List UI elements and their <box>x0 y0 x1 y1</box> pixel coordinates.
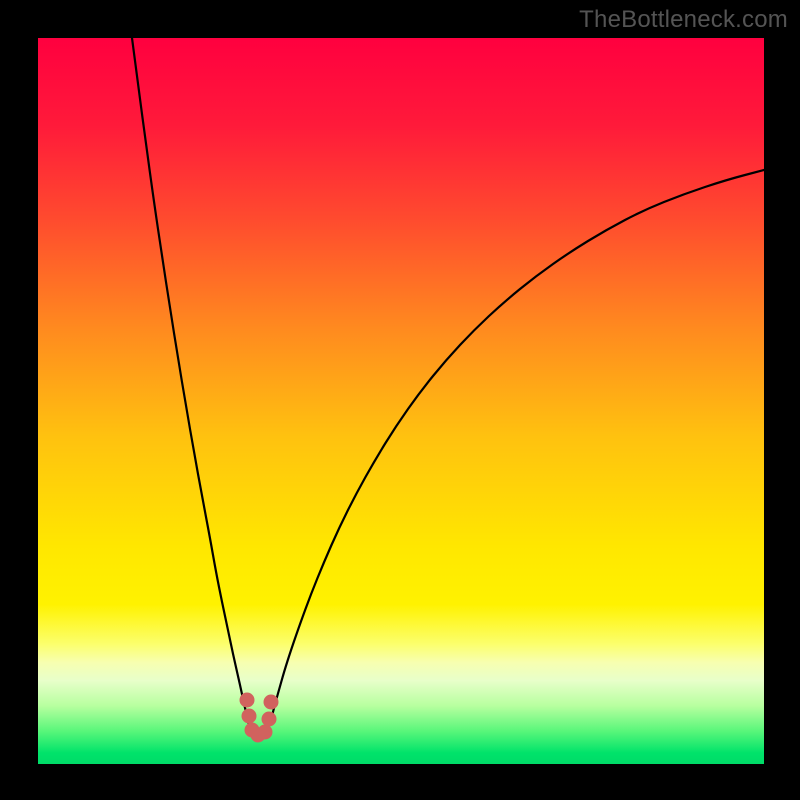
cusp-marker <box>240 693 255 708</box>
cusp-marker <box>242 709 257 724</box>
chart-svg <box>38 38 764 764</box>
cusp-marker <box>262 712 277 727</box>
cusp-marker <box>264 695 279 710</box>
plot-area <box>38 38 764 764</box>
watermark-text: TheBottleneck.com <box>579 6 788 34</box>
chart-container: TheBottleneck.com <box>0 0 800 800</box>
cusp-marker <box>258 725 273 740</box>
